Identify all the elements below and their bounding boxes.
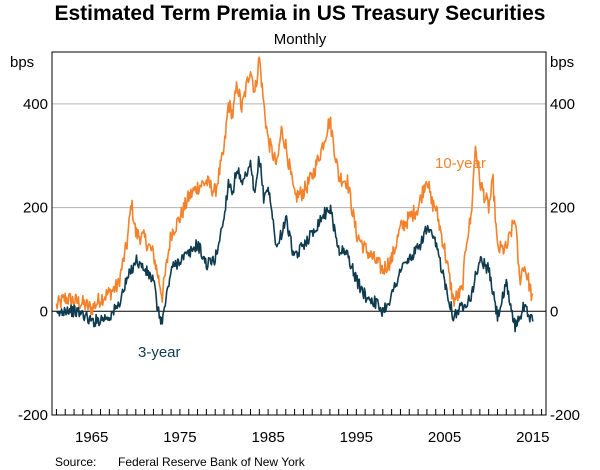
y-tick-label-left: 400 [23,96,48,113]
plot-border [51,51,547,416]
gridlines [52,103,546,209]
x-tick-label: 1965 [75,429,108,446]
y-tick-label-left: 0 [40,303,48,320]
series-label-3-year: 3-year [138,344,181,361]
x-tick-label: 2015 [516,429,549,446]
series-line-3-year [55,155,534,333]
y-tick-label-right: 200 [550,200,575,217]
series-line-10-year [55,56,534,316]
source-label: Source: [55,455,96,469]
chart-title: Estimated Term Premia in US Treasury Sec… [55,2,546,25]
y-tick-label-left: 200 [23,200,48,217]
y-axis-left: -200 0 200 400 [18,96,48,424]
series-lines [55,56,534,333]
y-tick-label-left: -200 [18,407,48,424]
source-text: Federal Reserve Bank of New York [118,455,306,469]
y-tick-label-right: -200 [550,407,580,424]
y-tick-label-right: 0 [550,303,558,320]
x-tick-label: 1975 [163,429,196,446]
x-axis: 1965 1975 1985 1995 2005 2015 [75,429,549,446]
x-tick-label: 1985 [251,429,284,446]
x-tick-marks [55,409,543,415]
plot-area [51,51,547,416]
y-unit-right: bps [550,54,574,71]
x-tick-label: 2005 [428,429,461,446]
series-label-10-year: 10-year [435,155,486,172]
chart-subtitle: Monthly [274,31,327,48]
y-axis-right: -200 0 200 400 [550,96,580,424]
y-tick-label-right: 400 [550,96,575,113]
y-unit-left: bps [10,54,34,71]
x-tick-label: 1995 [340,429,373,446]
